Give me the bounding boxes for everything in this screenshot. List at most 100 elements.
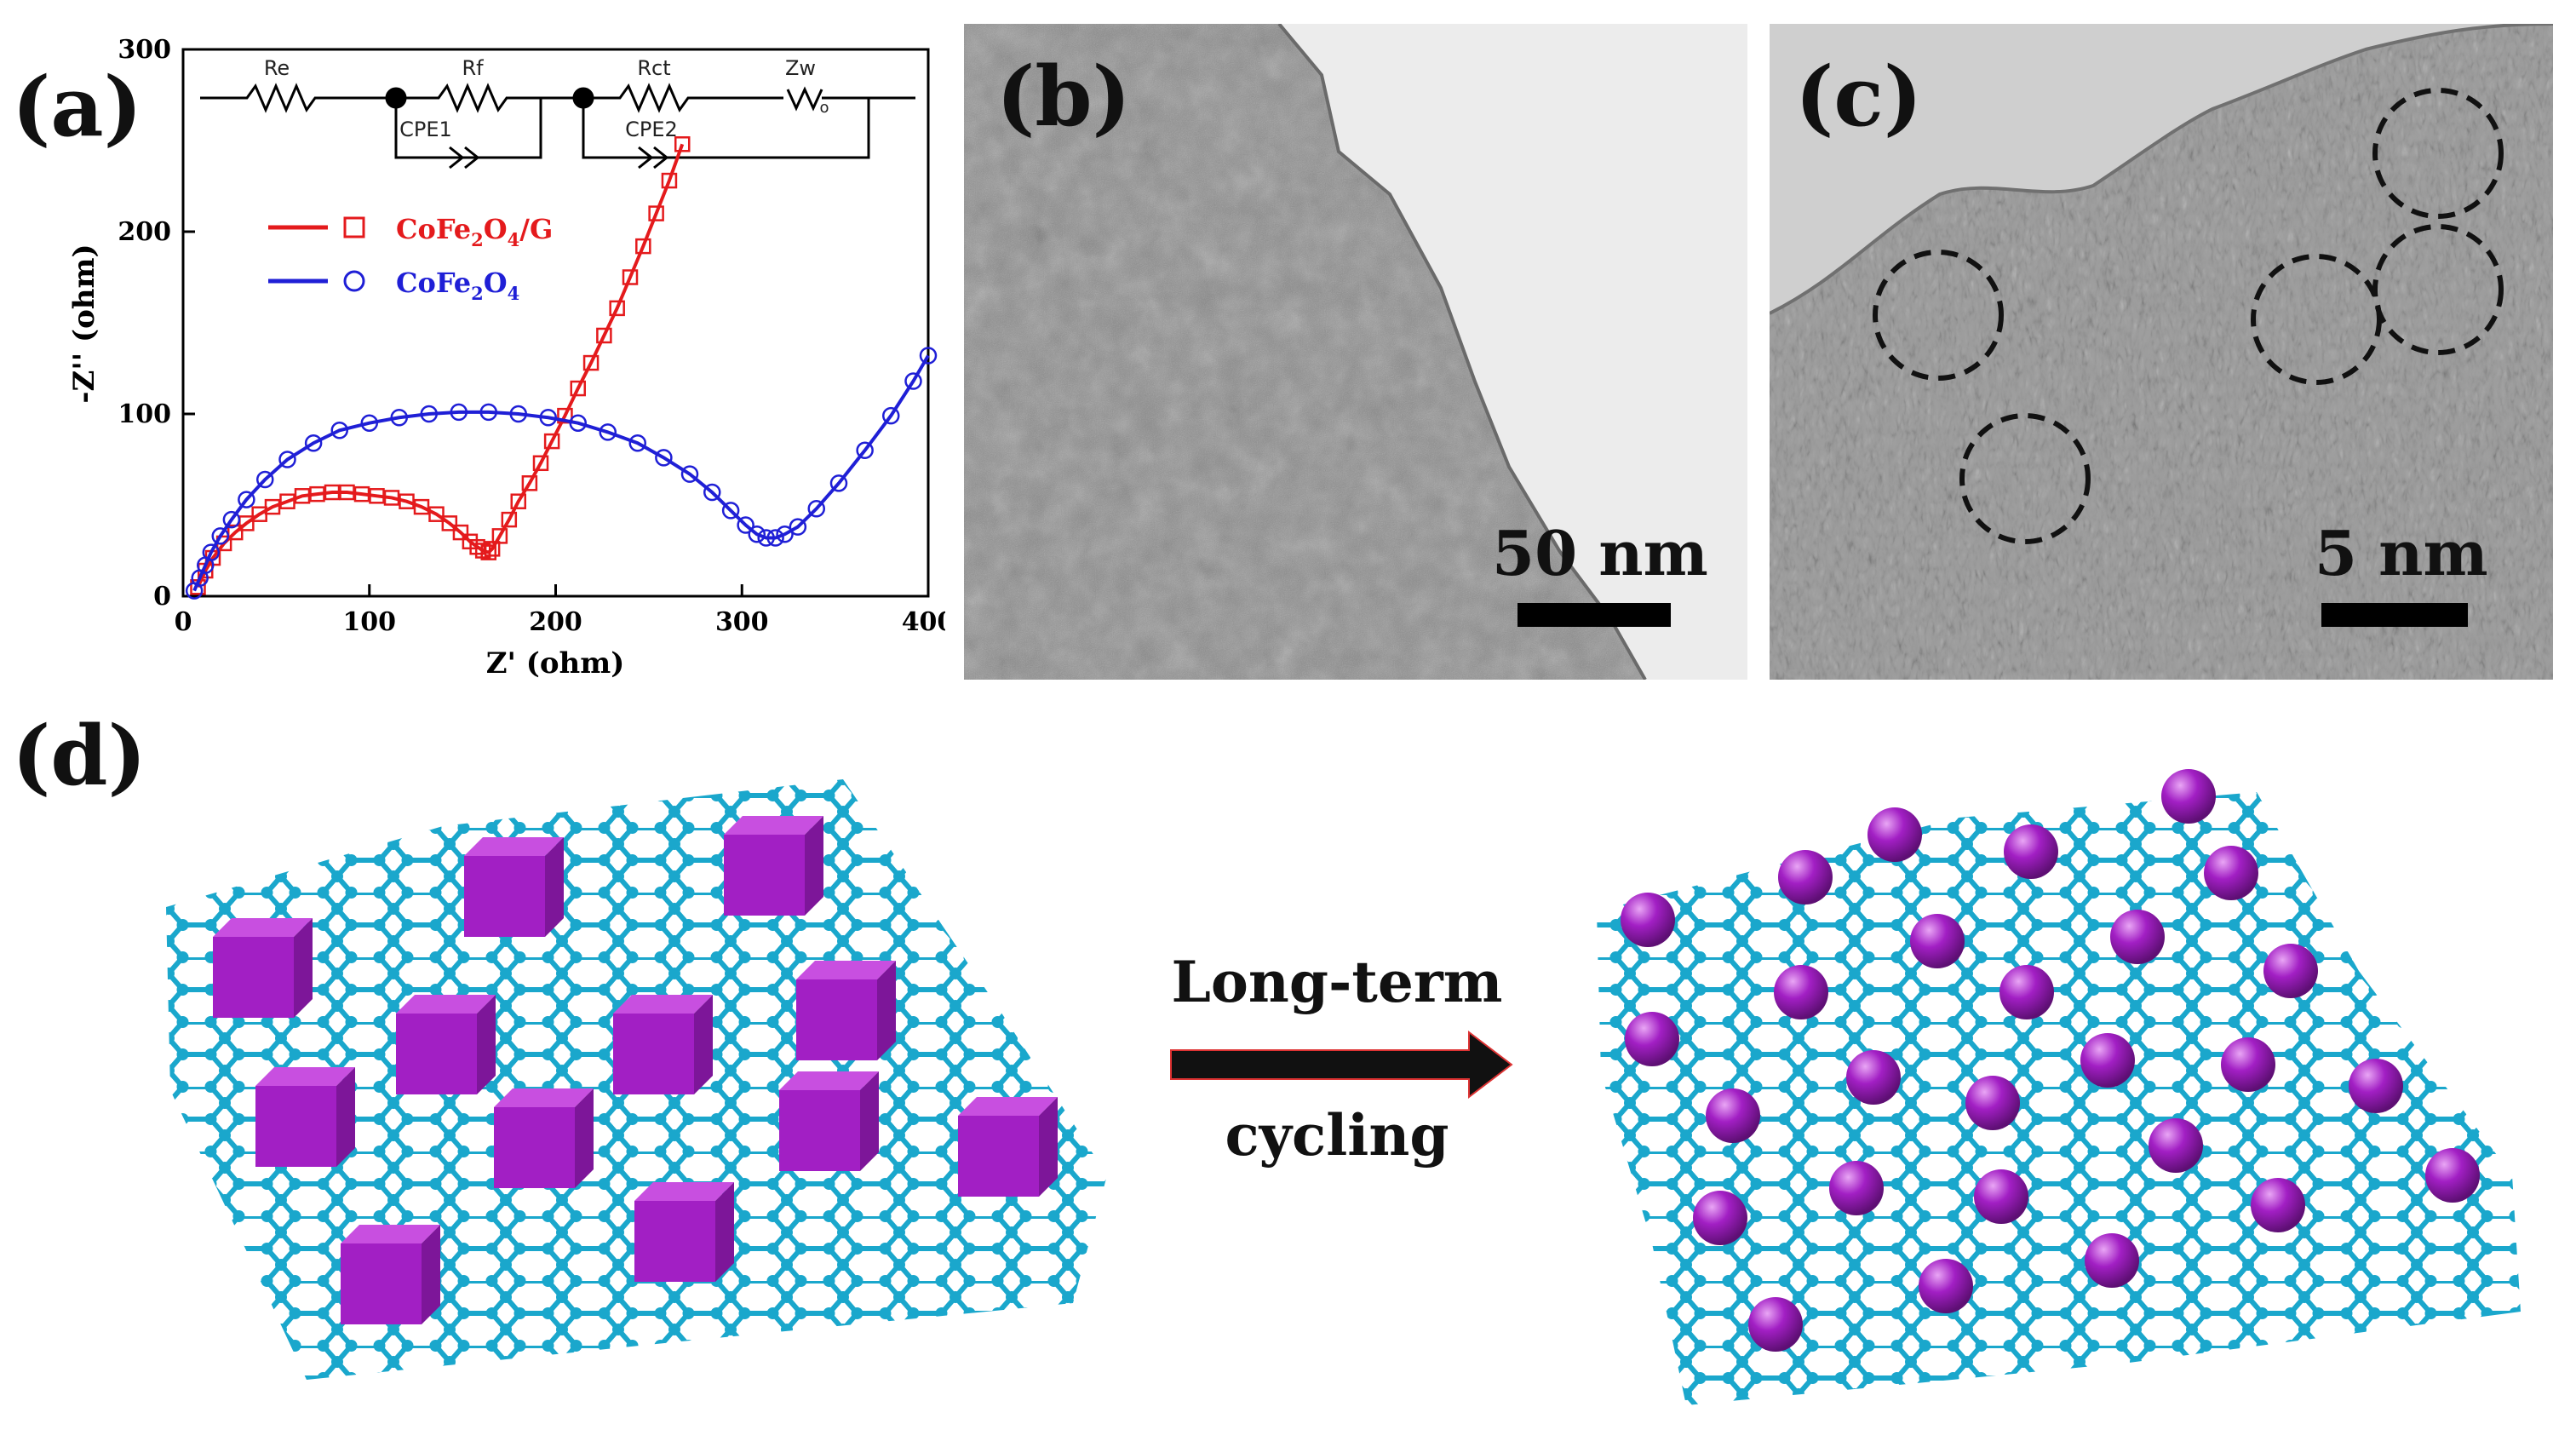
series-1-point-18 bbox=[428, 506, 445, 522]
series-2-point-21 bbox=[655, 449, 673, 467]
series-2-point-24 bbox=[721, 502, 740, 520]
equivalent-circuit bbox=[200, 83, 915, 169]
series-2-point-33 bbox=[856, 441, 874, 460]
cube-particle-8 bbox=[494, 1088, 594, 1188]
series-1-point-41 bbox=[674, 136, 691, 152]
cube-particle-12 bbox=[634, 1182, 734, 1282]
panel-c-hrtem-image: (c) 5 nm bbox=[1770, 24, 2553, 680]
x-tick-label-0: 0 bbox=[175, 607, 192, 637]
y-tick-label-3: 300 bbox=[118, 35, 171, 65]
series-1-point-5 bbox=[238, 515, 255, 531]
series-1-point-32 bbox=[557, 407, 573, 424]
circuit-label-rct: Rct bbox=[637, 56, 670, 80]
series-1-point-12 bbox=[339, 484, 355, 501]
panel-label-c: (c) bbox=[1795, 49, 1923, 145]
series-1-point-7 bbox=[264, 498, 281, 515]
chart-legend: CoFe2O4/G CoFe2O4 bbox=[268, 213, 553, 304]
series-1-point-23 bbox=[474, 543, 491, 559]
circuit-resistor-rct bbox=[583, 83, 783, 113]
scale-label-b: 50 nm bbox=[1492, 517, 1708, 589]
arrow-label-line2: cycling bbox=[1225, 1102, 1449, 1169]
tem-edge bbox=[1277, 24, 1647, 680]
sphere-particle-9 bbox=[2263, 944, 2318, 998]
series-2-point-3 bbox=[202, 543, 221, 561]
long-term-cycling-arrow bbox=[1170, 1030, 1513, 1100]
circuit-resistor-rf bbox=[396, 83, 583, 113]
sphere-particle-20 bbox=[1829, 1161, 1884, 1215]
sphere-particle-6 bbox=[1621, 893, 1675, 947]
x-axis-label: Z' (ohm) bbox=[486, 646, 625, 681]
cube-particle-9 bbox=[779, 1071, 879, 1171]
sphere-particle-14 bbox=[2080, 1033, 2135, 1088]
sphere-particle-19 bbox=[2149, 1118, 2203, 1173]
sphere-particle-27 bbox=[1748, 1297, 1803, 1352]
sphere-particle-11 bbox=[1999, 965, 2054, 1019]
legend-label-series-2: CoFe2O4 bbox=[396, 267, 519, 304]
cube-particle-10 bbox=[958, 1097, 1058, 1197]
series-2-point-12 bbox=[390, 409, 408, 427]
sphere-particle-2 bbox=[1867, 807, 1922, 862]
circuit-cpe2-symbol bbox=[638, 146, 669, 169]
series-2-point-5 bbox=[222, 510, 241, 529]
nanoparticle-circle-5 bbox=[2372, 88, 2504, 219]
y-tick-label-0: 0 bbox=[153, 582, 171, 612]
sphere-particle-13 bbox=[1846, 1050, 1901, 1105]
sphere-particle-22 bbox=[1693, 1191, 1747, 1245]
sphere-particle-12 bbox=[1625, 1012, 1679, 1066]
series-1-point-40 bbox=[661, 172, 678, 189]
series-2-point-18 bbox=[569, 414, 587, 432]
series-2-point-16 bbox=[509, 405, 527, 423]
panel-d-schematic: (d) bbox=[0, 698, 2576, 1427]
series-2-fit-line bbox=[192, 354, 930, 592]
series-1-point-28 bbox=[510, 493, 526, 509]
sphere-particle-17 bbox=[1706, 1088, 1760, 1143]
series-1-point-30 bbox=[532, 455, 549, 472]
plot-frame bbox=[181, 48, 930, 598]
series-1-point-22 bbox=[469, 538, 485, 555]
series-1-point-26 bbox=[491, 528, 508, 544]
cube-particle-4 bbox=[396, 995, 496, 1094]
series-2-point-4 bbox=[211, 527, 229, 545]
series-2-point-15 bbox=[479, 403, 497, 422]
series-2-point-6 bbox=[238, 491, 255, 508]
sphere-particle-5 bbox=[2204, 846, 2258, 900]
sphere-particle-7 bbox=[1910, 914, 1965, 968]
series-1-point-29 bbox=[521, 475, 538, 491]
sphere-particle-25 bbox=[2085, 1233, 2139, 1288]
series-2-point-17 bbox=[539, 409, 557, 427]
panel-label-d: (d) bbox=[12, 708, 146, 804]
cube-particle-7 bbox=[255, 1067, 355, 1167]
circuit-label-zw-subscript: o bbox=[819, 99, 829, 117]
circuit-wire-main bbox=[200, 83, 396, 113]
series-1-point-16 bbox=[399, 493, 415, 509]
series-1-point-37 bbox=[622, 269, 639, 285]
y-axis-label: -Z'' (ohm) bbox=[67, 244, 101, 403]
panel-a-eis-chart: (a) 0 100 200 300 400 0 100 200 300 Z' (ohm) -Z'… bbox=[0, 0, 955, 681]
series-2-point-27 bbox=[757, 529, 775, 547]
series-2-point-9 bbox=[304, 434, 323, 452]
cube-particle-2 bbox=[464, 837, 564, 937]
series-1-point-33 bbox=[570, 380, 586, 397]
series-2-point-7 bbox=[256, 470, 274, 489]
x-tick-label-2: 200 bbox=[529, 607, 582, 637]
circuit-label-cpe1: CPE1 bbox=[399, 118, 452, 141]
series-2-point-32 bbox=[829, 474, 848, 492]
series-1-point-14 bbox=[369, 488, 385, 504]
series-1-fit-line bbox=[196, 143, 685, 589]
series-2-point-22 bbox=[680, 465, 699, 483]
series-1-point-36 bbox=[609, 300, 625, 317]
sphere-particle-4 bbox=[1778, 850, 1833, 905]
circuit-cpe2-branch bbox=[582, 98, 870, 159]
nyquist-plot: 0 100 200 300 400 0 100 200 300 Z' (ohm) -Z'' (o… bbox=[67, 35, 955, 681]
series-1-point-9 bbox=[294, 488, 311, 504]
series-1-point-39 bbox=[648, 205, 664, 221]
tem-micrograph-b bbox=[964, 24, 1747, 680]
series-2-point-35 bbox=[904, 372, 922, 390]
sphere-particle-23 bbox=[1974, 1169, 2028, 1224]
legend-label-series-1: CoFe2O4/G bbox=[396, 213, 553, 250]
series-2-point-30 bbox=[789, 518, 807, 536]
axis-tick-labels: 0 100 200 300 400 0 100 200 300 bbox=[118, 35, 955, 637]
cube-particle-3 bbox=[724, 816, 823, 916]
series-1-point-11 bbox=[324, 484, 341, 501]
sphere-particle-1 bbox=[2161, 769, 2216, 824]
